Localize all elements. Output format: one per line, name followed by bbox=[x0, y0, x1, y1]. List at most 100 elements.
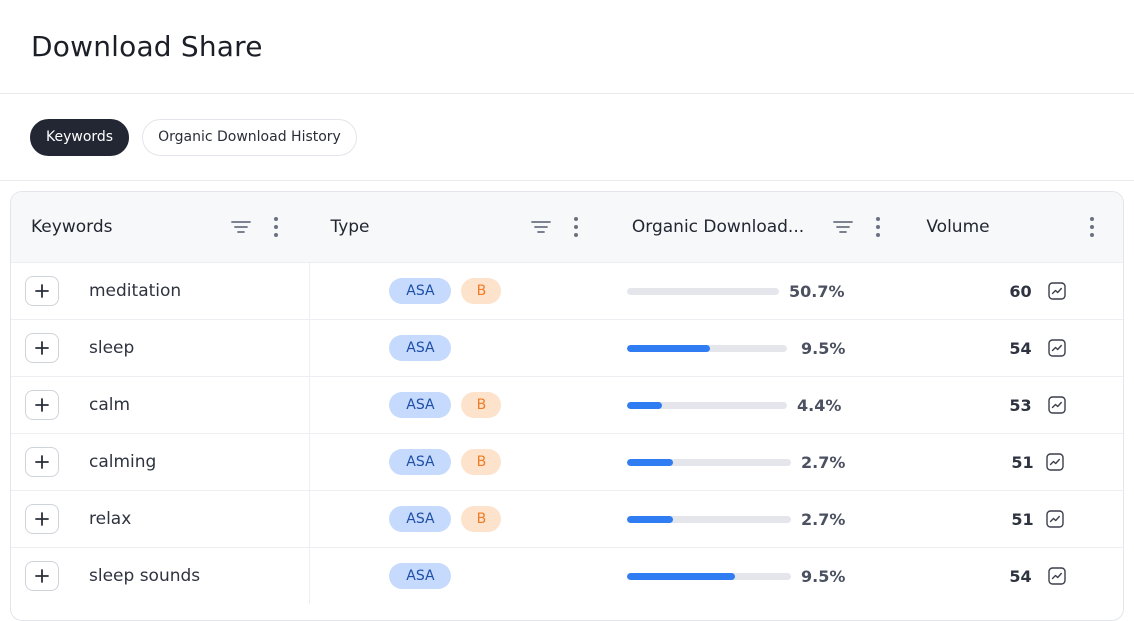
column-menu-icon[interactable] bbox=[867, 216, 889, 238]
share-bar-fill bbox=[627, 344, 711, 352]
column-label-organic: Organic Download... bbox=[631, 217, 805, 237]
type-badge-asa: ASA bbox=[389, 449, 452, 475]
trend-icon[interactable] bbox=[1047, 338, 1067, 358]
type-badge-asa: ASA bbox=[389, 392, 452, 418]
expand-row-button[interactable] bbox=[25, 504, 59, 534]
share-bar-track bbox=[627, 287, 779, 295]
column-header-type: Type bbox=[310, 192, 610, 262]
table-row[interactable]: sleep sounds ASA 9.5% 54 bbox=[11, 547, 1123, 604]
trend-icon[interactable] bbox=[1047, 566, 1067, 586]
filter-icon[interactable] bbox=[530, 216, 552, 238]
expand-row-button[interactable] bbox=[25, 333, 59, 363]
column-header-volume: Volume bbox=[907, 192, 1123, 262]
keyword-text: meditation bbox=[89, 281, 182, 301]
expand-row-button[interactable] bbox=[25, 276, 59, 306]
volume-cell: 53 bbox=[907, 377, 1123, 433]
type-cell: ASA B bbox=[310, 434, 611, 490]
trend-icon[interactable] bbox=[1047, 281, 1067, 301]
column-label-type: Type bbox=[330, 217, 370, 237]
table-row[interactable]: calming ASA B 2.7% 51 bbox=[11, 433, 1123, 490]
share-bar-fill bbox=[627, 515, 673, 523]
keyword-cell: calm bbox=[11, 377, 311, 433]
volume-cell: 60 bbox=[907, 263, 1123, 319]
share-percent: 9.5% bbox=[801, 566, 846, 586]
volume-value: 60 bbox=[1009, 281, 1032, 301]
column-label-volume: Volume bbox=[926, 217, 990, 237]
expand-row-button[interactable] bbox=[25, 561, 59, 591]
volume-value: 51 bbox=[1011, 452, 1034, 472]
volume-value: 54 bbox=[1009, 338, 1032, 358]
share-percent: 50.7% bbox=[789, 281, 845, 301]
trend-icon[interactable] bbox=[1047, 395, 1067, 415]
plus-icon bbox=[35, 398, 49, 412]
type-cell: ASA bbox=[310, 320, 611, 376]
volume-value: 53 bbox=[1009, 395, 1032, 415]
organic-share-cell: 2.7% bbox=[611, 434, 907, 490]
share-percent: 9.5% bbox=[801, 338, 846, 358]
type-cell: ASA B bbox=[310, 491, 611, 547]
filter-icon[interactable] bbox=[832, 216, 854, 238]
share-percent: 2.7% bbox=[801, 452, 846, 472]
volume-value: 51 bbox=[1011, 509, 1034, 529]
type-badge-asa: ASA bbox=[389, 563, 452, 589]
plus-icon bbox=[35, 284, 49, 298]
table-row[interactable]: sleep ASA 9.5% 54 bbox=[11, 319, 1123, 376]
volume-value: 54 bbox=[1009, 566, 1032, 586]
column-menu-icon[interactable] bbox=[265, 216, 287, 238]
type-cell: ASA B bbox=[310, 263, 611, 319]
filter-icon[interactable] bbox=[230, 216, 252, 238]
column-label-keywords: Keywords bbox=[31, 217, 113, 237]
plus-icon bbox=[35, 569, 49, 583]
table-row[interactable]: relax ASA B 2.7% 51 bbox=[11, 490, 1123, 547]
keyword-text: calming bbox=[89, 452, 157, 472]
share-bar-track bbox=[627, 344, 787, 352]
trend-icon[interactable] bbox=[1045, 509, 1065, 529]
share-bar-track bbox=[627, 401, 787, 409]
keyword-cell: sleep bbox=[11, 320, 311, 376]
keyword-text: sleep sounds bbox=[89, 566, 201, 586]
organic-share-cell: 9.5% bbox=[611, 320, 907, 376]
keyword-cell: calming bbox=[11, 434, 311, 490]
organic-share-cell: 4.4% bbox=[611, 377, 907, 433]
share-bar-track bbox=[627, 515, 791, 523]
type-badge-asa: ASA bbox=[389, 506, 452, 532]
type-badge-b: B bbox=[461, 278, 502, 304]
plus-icon bbox=[35, 341, 49, 355]
column-menu-icon[interactable] bbox=[1081, 216, 1103, 238]
share-bar-track bbox=[627, 458, 791, 466]
share-bar-fill bbox=[627, 401, 663, 409]
keyword-text: sleep bbox=[89, 338, 135, 358]
volume-cell: 51 bbox=[907, 434, 1123, 490]
trend-icon[interactable] bbox=[1045, 452, 1065, 472]
share-bar-fill bbox=[627, 458, 673, 466]
keyword-text: calm bbox=[89, 395, 131, 415]
type-badge-b: B bbox=[461, 506, 502, 532]
plus-icon bbox=[35, 455, 49, 469]
share-percent: 2.7% bbox=[801, 509, 846, 529]
type-badge-asa: ASA bbox=[389, 278, 452, 304]
table-row[interactable]: meditation ASA B 50.7% 60 bbox=[11, 262, 1123, 319]
volume-cell: 54 bbox=[907, 320, 1123, 376]
type-badge-b: B bbox=[461, 449, 502, 475]
tab-organic-download-history[interactable]: Organic Download History bbox=[142, 118, 357, 156]
type-badge-asa: ASA bbox=[389, 335, 452, 361]
expand-row-button[interactable] bbox=[25, 390, 59, 420]
share-percent: 4.4% bbox=[797, 395, 842, 415]
tab-keywords[interactable]: Keywords bbox=[30, 118, 130, 156]
plus-icon bbox=[35, 512, 49, 526]
share-bar-track bbox=[627, 572, 791, 580]
type-badge-b: B bbox=[461, 392, 502, 418]
column-header-organic-downloads: Organic Download... bbox=[611, 192, 907, 262]
page-title: Download Share bbox=[31, 30, 263, 63]
volume-cell: 51 bbox=[907, 491, 1123, 547]
keyword-cell: relax bbox=[11, 491, 311, 547]
column-menu-icon[interactable] bbox=[565, 216, 587, 238]
expand-row-button[interactable] bbox=[25, 447, 59, 477]
keyword-cell: sleep sounds bbox=[11, 548, 311, 604]
type-cell: ASA bbox=[310, 548, 611, 604]
volume-cell: 54 bbox=[907, 548, 1123, 604]
table-row[interactable]: calm ASA B 4.4% 53 bbox=[11, 376, 1123, 433]
table-header: Keywords Type Organic Download... bbox=[11, 192, 1123, 262]
type-cell: ASA B bbox=[310, 377, 611, 433]
keyword-cell: meditation bbox=[11, 263, 311, 319]
